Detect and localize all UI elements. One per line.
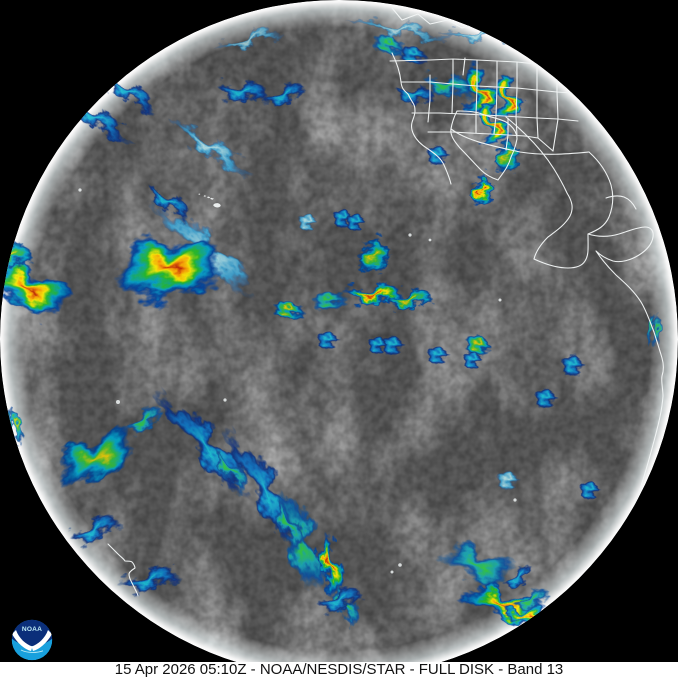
svg-text:15 Apr 2026 05:10Z - NOAA/NESD: 15 Apr 2026 05:10Z - NOAA/NESDIS/STAR - …	[115, 661, 564, 678]
svg-text:NOAA: NOAA	[22, 626, 42, 633]
